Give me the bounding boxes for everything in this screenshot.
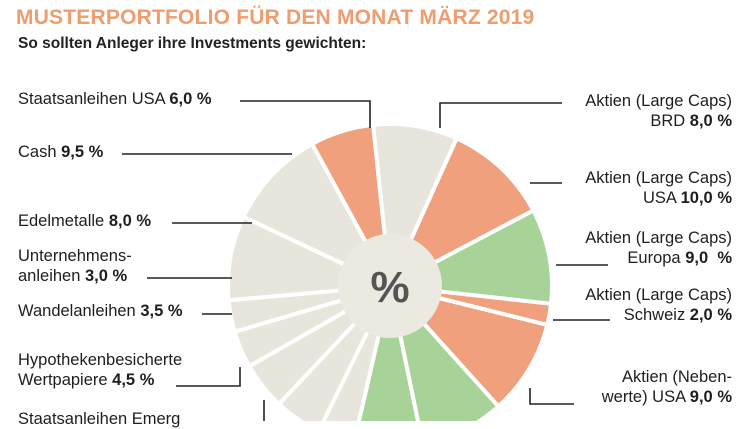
label-name-line2: Wertpapiere xyxy=(18,371,108,389)
center-hole xyxy=(338,234,442,338)
label-name-line1: Aktien (Large Caps) xyxy=(585,92,732,110)
label-name: Edelmetalle xyxy=(18,212,105,230)
label-value: 3,5 % xyxy=(140,302,183,320)
label-staatsanleihen-emerg: Staatsanleihen Emerg xyxy=(18,409,180,429)
label-name-line2: BRD xyxy=(650,112,686,130)
label-hypothekenbesicherte: Hypothekenbesicherte Wertpapiere 4,5 % xyxy=(18,350,182,390)
leader-line-7 xyxy=(439,102,562,128)
label-value: 9,5 % xyxy=(61,143,104,161)
label-value: 6,0 % xyxy=(169,90,212,108)
label-cash: Cash 9,5 % xyxy=(18,142,103,162)
label-aktien-europa: Aktien (Large Caps) Europa 9,0 % xyxy=(585,228,732,268)
label-name-line1: Hypothekenbesicherte xyxy=(18,351,183,369)
label-name-line2: USA xyxy=(643,189,677,207)
leader-line-11 xyxy=(529,388,574,405)
center-percent-symbol: % xyxy=(370,263,409,312)
chart-subtitle: So sollten Anleger ihre Investments gewi… xyxy=(18,35,367,52)
label-aktien-usa: Aktien (Large Caps) USA 10,0 % xyxy=(585,168,732,208)
label-name-line2: Europa xyxy=(627,249,681,267)
leader-lines xyxy=(122,100,610,421)
label-staatsanleihen-usa: Staatsanleihen USA 6,0 % xyxy=(18,89,212,109)
label-name-line1: Unternehmens- xyxy=(18,247,132,265)
label-wandelanleihen: Wandelanleihen 3,5 % xyxy=(18,301,183,321)
label-name-line2: werte) USA xyxy=(601,388,686,406)
label-value: 10,0 % xyxy=(680,189,732,207)
label-value: 3,0 % xyxy=(84,267,128,285)
label-name-line1: Aktien (Large Caps) xyxy=(585,286,732,304)
label-name-line1: Aktien (Large Caps) xyxy=(585,229,732,247)
label-name-line2: anleihen xyxy=(18,267,81,285)
label-name-line1: Aktien (Neben- xyxy=(621,368,732,386)
label-name: Staatsanleihen Emerg xyxy=(18,410,181,428)
label-name: Staatsanleihen USA xyxy=(18,90,165,108)
label-name: Cash xyxy=(18,143,57,161)
label-value: 9,0 % xyxy=(685,249,732,267)
leader-line-5 xyxy=(176,367,241,387)
label-value: 8,0 % xyxy=(108,212,152,230)
label-name-line1: Aktien (Large Caps) xyxy=(585,169,732,187)
leader-line-0 xyxy=(240,100,371,128)
label-name-line2: Schweiz xyxy=(623,306,686,324)
label-aktien-nebenwerte-usa: Aktien (Neben- werte) USA 9,0 % xyxy=(602,367,732,407)
label-value: 4,5 % xyxy=(112,371,155,389)
label-unternehmensanleihen: Unternehmens- anleihen 3,0 % xyxy=(18,246,132,286)
label-value: 8,0 % xyxy=(689,112,732,130)
label-aktien-schweiz: Aktien (Large Caps) Schweiz 2,0 % xyxy=(585,285,732,325)
label-value: 2,0 % xyxy=(689,306,732,324)
label-edelmetalle: Edelmetalle 8,0 % xyxy=(18,211,151,231)
label-name: Wandelanleihen xyxy=(18,302,136,320)
chart-title: MUSTERPORTFOLIO FÜR DEN MONAT MÄRZ 2019 xyxy=(16,6,535,29)
label-value: 9,0 % xyxy=(689,388,732,406)
label-aktien-brd: Aktien (Large Caps) BRD 8,0 % xyxy=(585,91,732,131)
pie-slice-6 xyxy=(356,284,420,421)
